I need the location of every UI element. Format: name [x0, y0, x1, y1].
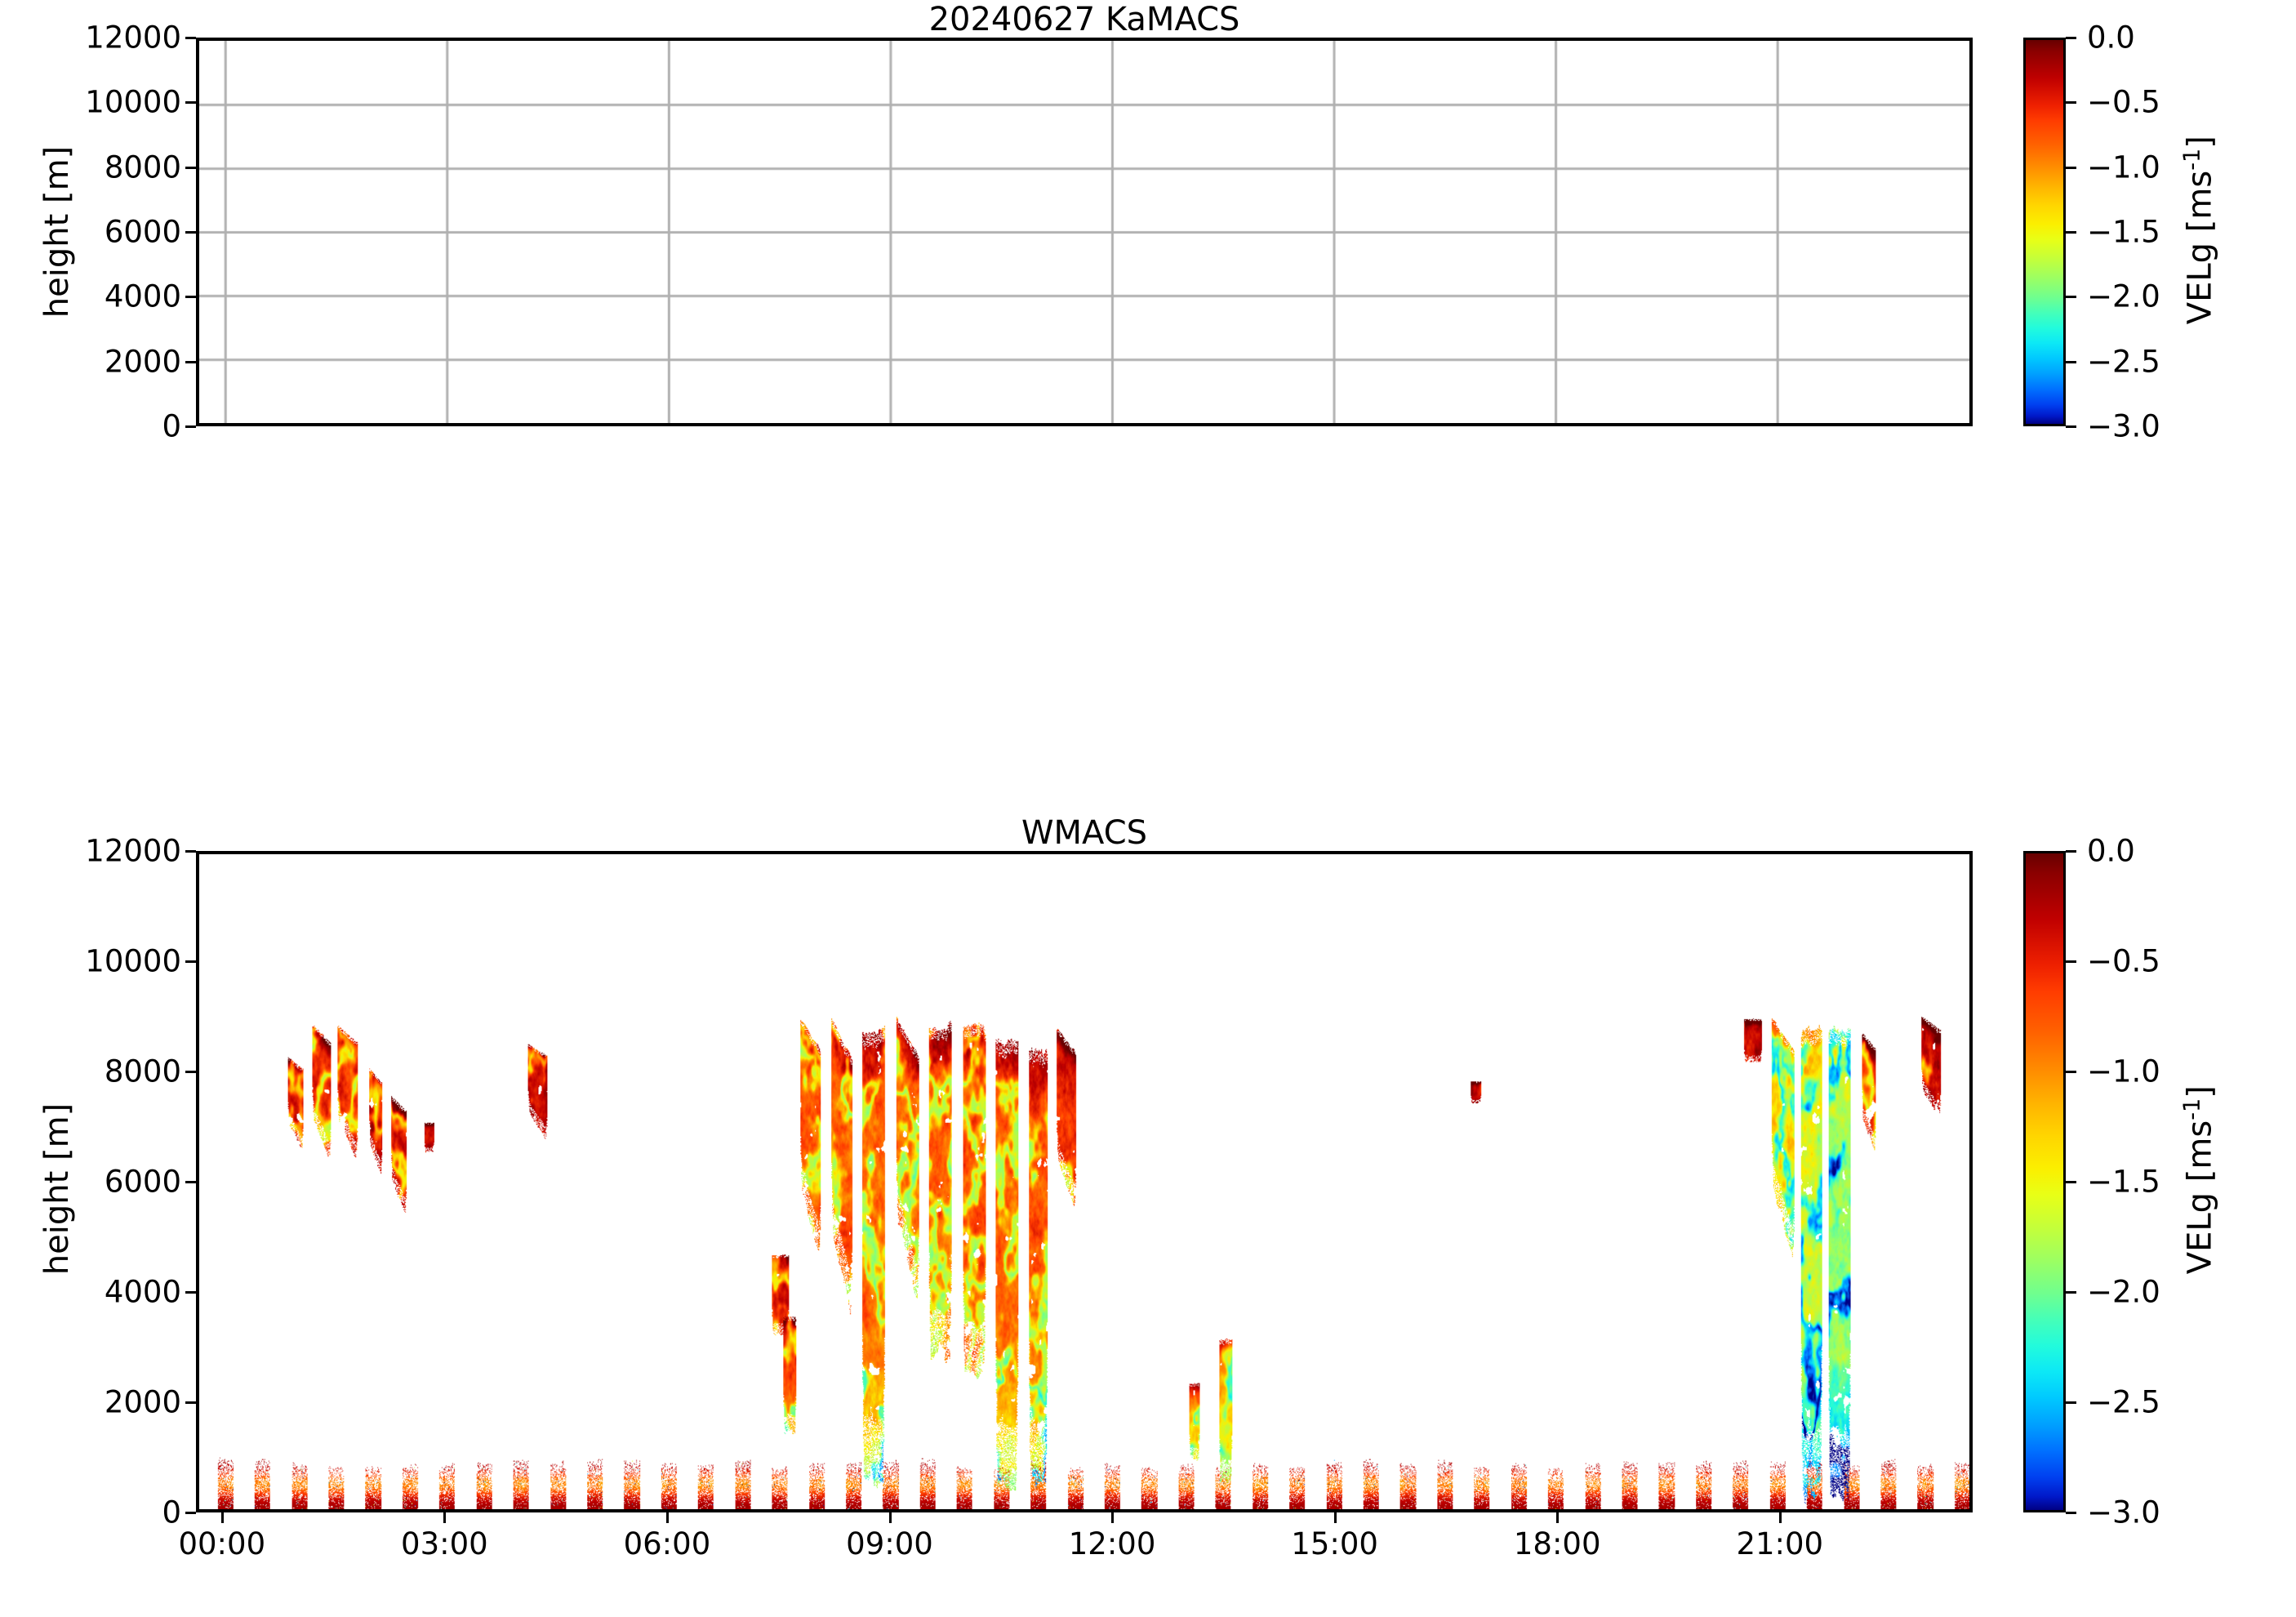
x-tick-mark	[888, 1512, 892, 1523]
colorbar-tick-mark	[2066, 231, 2076, 234]
colorbar-wmacs: VELg [ms-1] 0.0 −0.5 −1.0 −1.5 −2.0 −2.5 −3.0	[2023, 836, 2293, 1528]
y-tick-label: 8000	[104, 1054, 181, 1089]
colorbar-tick-mark	[2066, 960, 2076, 963]
colorbar-tick-mark	[2066, 166, 2076, 169]
colorbar-tick-label: −0.5	[2087, 943, 2160, 979]
x-tick-label: 00:00	[178, 1526, 266, 1561]
y-tick-mark	[185, 37, 196, 39]
colorbar-tick-label: −2.0	[2087, 1274, 2160, 1310]
colorbar-gradient-wmacs	[2023, 851, 2066, 1512]
y-tick-mark	[185, 850, 196, 853]
y-tick-label: 4000	[104, 1274, 181, 1310]
x-tick-mark	[1778, 1512, 1782, 1523]
x-tick-mark	[443, 1512, 447, 1523]
colorbar-tick-mark	[2066, 850, 2076, 853]
colorbar-tick-mark	[2066, 37, 2076, 39]
x-tick-label: 18:00	[1513, 1526, 1601, 1561]
y-tick-mark	[185, 1181, 196, 1183]
colorbar-tick-mark	[2066, 1291, 2076, 1294]
y-tick-mark	[185, 1401, 196, 1404]
y-tick-mark	[185, 101, 196, 105]
y-tick-label: 2000	[104, 344, 181, 380]
x-tick-label: 21:00	[1736, 1526, 1824, 1561]
y-tick-label: 10000	[85, 943, 181, 979]
colorbar-tick-mark	[2066, 1071, 2076, 1073]
heatmap-canvas-wmacs	[199, 854, 1969, 1509]
colorbar-tick-mark	[2066, 1512, 2076, 1514]
y-tick-label: 0	[162, 408, 181, 444]
y-tick-mark	[185, 360, 196, 363]
colorbar-kamacs: VELg [ms-1] 0.0 −0.5 −1.0 −1.5 −2.0 −2.5 −3.0	[2023, 23, 2293, 442]
colorbar-tick-mark	[2066, 360, 2076, 363]
colorbar-tick-label: −3.0	[2087, 408, 2160, 444]
y-tick-label: 6000	[104, 214, 181, 250]
x-tick-label: 03:00	[401, 1526, 488, 1561]
colorbar-tick-label: −2.5	[2087, 1384, 2160, 1420]
y-tick-mark	[185, 425, 196, 428]
y-tick-mark	[185, 1071, 196, 1073]
y-tick-label: 8000	[104, 149, 181, 185]
y-tick-labels-wmacs: 0 2000 4000 6000 8000 10000 12000	[7, 0, 181, 1552]
y-tick-mark	[185, 231, 196, 234]
y-tick-label: 12000	[85, 833, 181, 869]
y-tick-mark	[185, 296, 196, 299]
colorbar-tick-mark	[2066, 1401, 2076, 1404]
panel-title-kamacs: 20240627 KaMACS	[928, 1, 1240, 38]
y-tick-mark	[185, 960, 196, 963]
y-tick-label: 6000	[104, 1164, 181, 1200]
colorbar-tick-mark	[2066, 101, 2076, 105]
colorbar-tick-label: 0.0	[2087, 20, 2135, 56]
x-tick-label: 12:00	[1068, 1526, 1156, 1561]
colorbar-label-kamacs: VELg [ms-1]	[2179, 136, 2219, 325]
y-tick-label: 10000	[85, 84, 181, 120]
x-tick-mark	[220, 1512, 224, 1523]
y-tick-mark	[185, 1291, 196, 1294]
plot-panel-kamacs	[196, 38, 1973, 426]
colorbar-tick-mark	[2066, 1181, 2076, 1183]
colorbar-tick-mark	[2066, 296, 2076, 299]
x-tick-mark	[1333, 1512, 1337, 1523]
plot-panel-wmacs	[196, 851, 1973, 1512]
x-tick-label: 09:00	[846, 1526, 933, 1561]
heatmap-canvas-kamacs	[199, 41, 1969, 423]
y-tick-label: 12000	[85, 20, 181, 56]
x-tick-mark	[1111, 1512, 1115, 1523]
colorbar-tick-label: −1.0	[2087, 1054, 2160, 1089]
colorbar-label-wmacs: VELg [ms-1]	[2179, 1085, 2219, 1275]
panel-title-wmacs: WMACS	[1021, 814, 1148, 852]
y-tick-label: 0	[162, 1494, 181, 1530]
y-tick-label: 2000	[104, 1384, 181, 1420]
colorbar-tick-label: −1.5	[2087, 1164, 2160, 1200]
x-tick-label: 06:00	[623, 1526, 711, 1561]
x-tick-label: 15:00	[1291, 1526, 1378, 1561]
colorbar-tick-mark	[2066, 425, 2076, 428]
colorbar-tick-label: 0.0	[2087, 833, 2135, 869]
colorbar-tick-label: −0.5	[2087, 84, 2160, 120]
colorbar-tick-label: −2.5	[2087, 344, 2160, 380]
colorbar-tick-label: −1.0	[2087, 149, 2160, 185]
y-tick-labels-kamacs: 0 2000 4000 6000 8000 10000 12000	[7, 0, 181, 457]
colorbar-gradient-kamacs	[2023, 38, 2066, 426]
colorbar-tick-label: −2.0	[2087, 278, 2160, 314]
x-tick-mark	[1556, 1512, 1560, 1523]
y-tick-mark	[185, 1512, 196, 1514]
colorbar-tick-label: −1.5	[2087, 214, 2160, 250]
y-tick-mark	[185, 166, 196, 169]
colorbar-tick-label: −3.0	[2087, 1494, 2160, 1530]
y-tick-label: 4000	[104, 278, 181, 314]
x-tick-mark	[665, 1512, 669, 1523]
